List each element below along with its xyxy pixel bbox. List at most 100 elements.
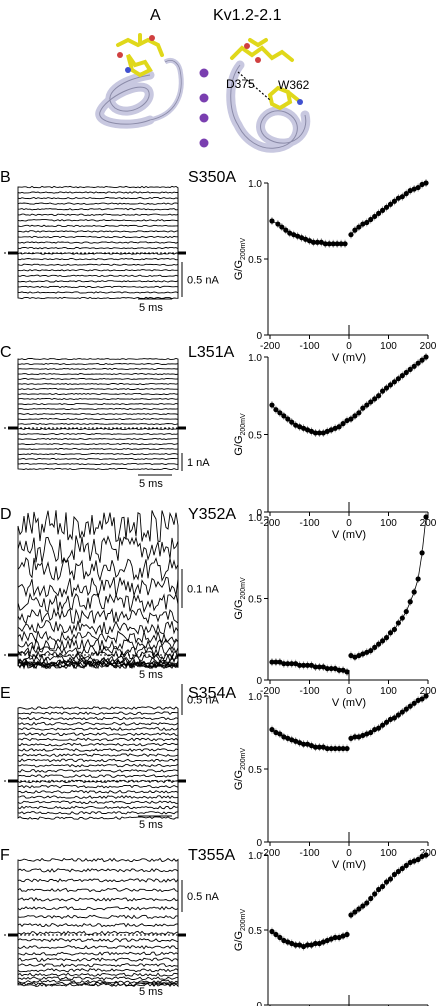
x-tick-label: -100 xyxy=(299,686,319,697)
current-trace xyxy=(10,358,184,429)
current-trace xyxy=(10,185,184,254)
data-point xyxy=(411,186,417,192)
data-point xyxy=(269,659,275,665)
current-trace xyxy=(10,427,184,460)
y-tick-label: 0 xyxy=(256,508,262,519)
data-point xyxy=(403,369,409,376)
figure-title: Kv1.2-2.1 xyxy=(213,7,282,24)
y-tick-label: 0.5 xyxy=(248,595,262,606)
x-tick-label: -100 xyxy=(299,341,319,352)
data-point xyxy=(324,665,330,672)
y-axis-label-main: G/G xyxy=(233,260,245,280)
data-point xyxy=(318,239,324,245)
data-point xyxy=(364,402,370,408)
time-scale-label: 5 ms xyxy=(139,478,163,490)
y-axis-label-sub: 200mV xyxy=(240,577,247,600)
current-trace xyxy=(10,934,184,943)
current-trace xyxy=(10,252,184,294)
current-scale-label: 0.5 nA xyxy=(187,275,219,287)
data-point xyxy=(312,664,319,670)
current-trace xyxy=(10,196,184,254)
x-tick-label: -200 xyxy=(260,848,280,859)
data-point xyxy=(277,934,283,941)
residue-label-d375: D375 xyxy=(226,77,255,91)
x-axis-label: V (mV) xyxy=(332,352,366,364)
current-trace xyxy=(10,737,184,782)
data-point xyxy=(269,402,275,408)
data-point xyxy=(415,360,421,366)
data-point xyxy=(391,871,398,878)
data-point xyxy=(387,382,394,388)
current-trace xyxy=(10,246,184,254)
data-point xyxy=(322,241,328,247)
data-point xyxy=(316,940,322,947)
data-point xyxy=(289,737,295,743)
y-tick-label: 1.0 xyxy=(248,179,262,190)
data-point xyxy=(387,716,394,722)
current-traces xyxy=(10,706,184,820)
data-point xyxy=(312,430,319,436)
data-point xyxy=(376,725,382,731)
data-point xyxy=(419,181,425,188)
data-point xyxy=(295,233,301,239)
data-point xyxy=(399,615,405,621)
current-trace xyxy=(10,427,184,456)
data-point xyxy=(277,731,283,737)
y-axis-label: G/G200mV xyxy=(233,908,247,951)
current-trace xyxy=(10,630,184,656)
data-point xyxy=(356,652,362,659)
data-point xyxy=(360,903,366,909)
data-point xyxy=(423,354,429,360)
y-axis-label-sub: 200mV xyxy=(240,237,247,260)
current-trace xyxy=(10,780,184,799)
data-point xyxy=(376,886,382,893)
y-axis-label-sub: 200mV xyxy=(240,747,247,770)
data-point xyxy=(352,654,358,660)
y-axis-label: G/G200mV xyxy=(233,577,247,620)
data-point xyxy=(326,241,332,247)
current-trace xyxy=(10,252,184,289)
data-point xyxy=(344,417,350,424)
current-scale-label: 1 nA xyxy=(187,457,210,469)
data-point xyxy=(419,853,425,860)
current-trace xyxy=(10,934,184,950)
data-point xyxy=(379,388,386,394)
y-axis-label: G/G200mV xyxy=(233,413,247,456)
y-axis-label: G/G200mV xyxy=(233,237,247,280)
data-point xyxy=(383,879,390,885)
data-point xyxy=(297,942,303,948)
data-point xyxy=(399,709,405,715)
time-scale-label: 5 ms xyxy=(139,669,163,681)
current-trace xyxy=(10,219,184,254)
current-trace xyxy=(10,208,184,254)
mutant-label: T355A xyxy=(188,847,235,864)
data-point xyxy=(360,732,366,739)
data-point xyxy=(415,697,421,703)
y-tick-label: 0 xyxy=(256,331,262,342)
data-point xyxy=(344,745,350,752)
data-points xyxy=(269,353,429,437)
panel-label-a: A xyxy=(150,7,161,24)
y-tick-label: 0.5 xyxy=(248,765,262,776)
data-point xyxy=(273,729,279,736)
data-point xyxy=(312,940,319,947)
current-trace xyxy=(10,378,184,429)
y-tick-label: 0.5 xyxy=(248,926,262,937)
data-point xyxy=(300,425,307,431)
x-tick-label: 100 xyxy=(380,341,397,352)
data-point xyxy=(300,662,307,668)
x-tick-label: -200 xyxy=(260,341,280,352)
data-point xyxy=(320,939,326,945)
current-trace xyxy=(10,252,184,266)
right-nitrogen xyxy=(297,99,303,105)
data-point xyxy=(387,876,394,882)
current-trace xyxy=(10,934,184,962)
current-trace xyxy=(10,780,184,820)
data-point xyxy=(293,738,299,744)
data-point xyxy=(316,744,322,750)
current-trace xyxy=(10,535,184,656)
data-point xyxy=(324,745,330,752)
